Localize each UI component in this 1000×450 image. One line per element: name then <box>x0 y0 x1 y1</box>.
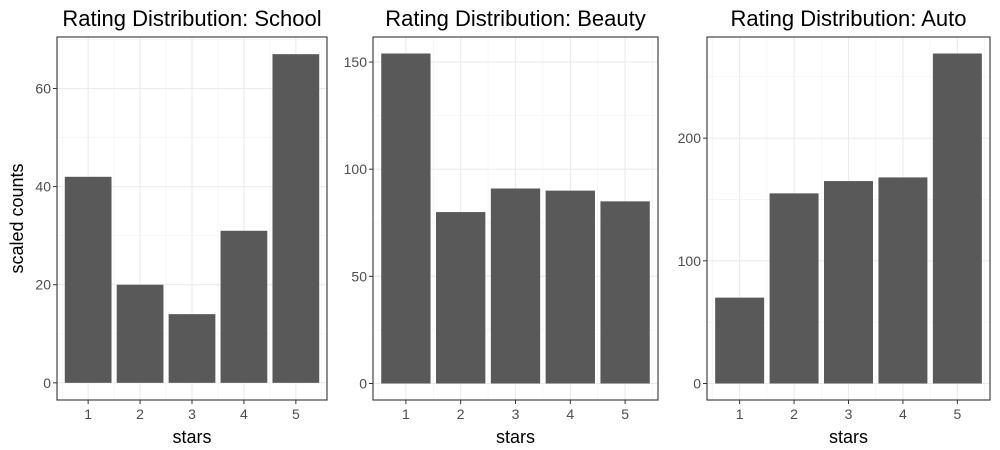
bar <box>272 54 320 383</box>
x-axis-title: stars <box>829 427 868 447</box>
y-tick-label: 60 <box>35 81 51 97</box>
x-axis-title: stars <box>172 427 211 447</box>
x-tick-label: 2 <box>136 406 144 422</box>
bar <box>490 188 541 384</box>
bar <box>715 297 765 384</box>
y-tick-label: 150 <box>344 54 368 70</box>
bar <box>220 230 268 383</box>
bar <box>878 177 928 384</box>
x-tick-label: 2 <box>790 406 798 422</box>
bar <box>436 212 486 384</box>
y-tick-label: 20 <box>35 277 51 293</box>
y-tick-label: 100 <box>678 253 702 269</box>
x-tick-label: 3 <box>188 406 196 422</box>
x-tick-label: 4 <box>899 406 907 422</box>
chart-title: Rating Distribution: Auto <box>730 6 966 31</box>
y-tick-label: 0 <box>359 376 367 392</box>
bar <box>116 284 164 383</box>
y-tick-label: 0 <box>43 375 51 391</box>
x-tick-label: 4 <box>240 406 248 422</box>
bar <box>932 53 982 384</box>
bar <box>168 314 216 383</box>
x-tick-label: 3 <box>845 406 853 422</box>
x-tick-label: 5 <box>292 406 300 422</box>
y-tick-label: 200 <box>678 130 702 146</box>
x-tick-label: 1 <box>736 406 744 422</box>
bar <box>381 53 431 384</box>
y-axis-title: scaled counts <box>7 163 27 273</box>
bar <box>64 176 112 383</box>
y-tick-label: 40 <box>35 179 51 195</box>
bar <box>824 181 873 384</box>
x-tick-label: 3 <box>512 406 520 422</box>
x-tick-label: 2 <box>457 406 465 422</box>
y-tick-label: 100 <box>344 161 368 177</box>
x-tick-label: 4 <box>566 406 574 422</box>
x-axis-title: stars <box>496 427 535 447</box>
x-tick-label: 5 <box>953 406 961 422</box>
chart-title: Rating Distribution: School <box>62 6 321 31</box>
y-tick-label: 0 <box>693 376 701 392</box>
x-tick-label: 5 <box>621 406 629 422</box>
bar <box>769 193 819 384</box>
x-tick-label: 1 <box>84 406 92 422</box>
y-tick-label: 50 <box>351 268 367 284</box>
bar <box>600 201 650 384</box>
bar <box>545 190 595 384</box>
chart-title: Rating Distribution: Beauty <box>385 6 645 31</box>
x-tick-label: 1 <box>402 406 410 422</box>
